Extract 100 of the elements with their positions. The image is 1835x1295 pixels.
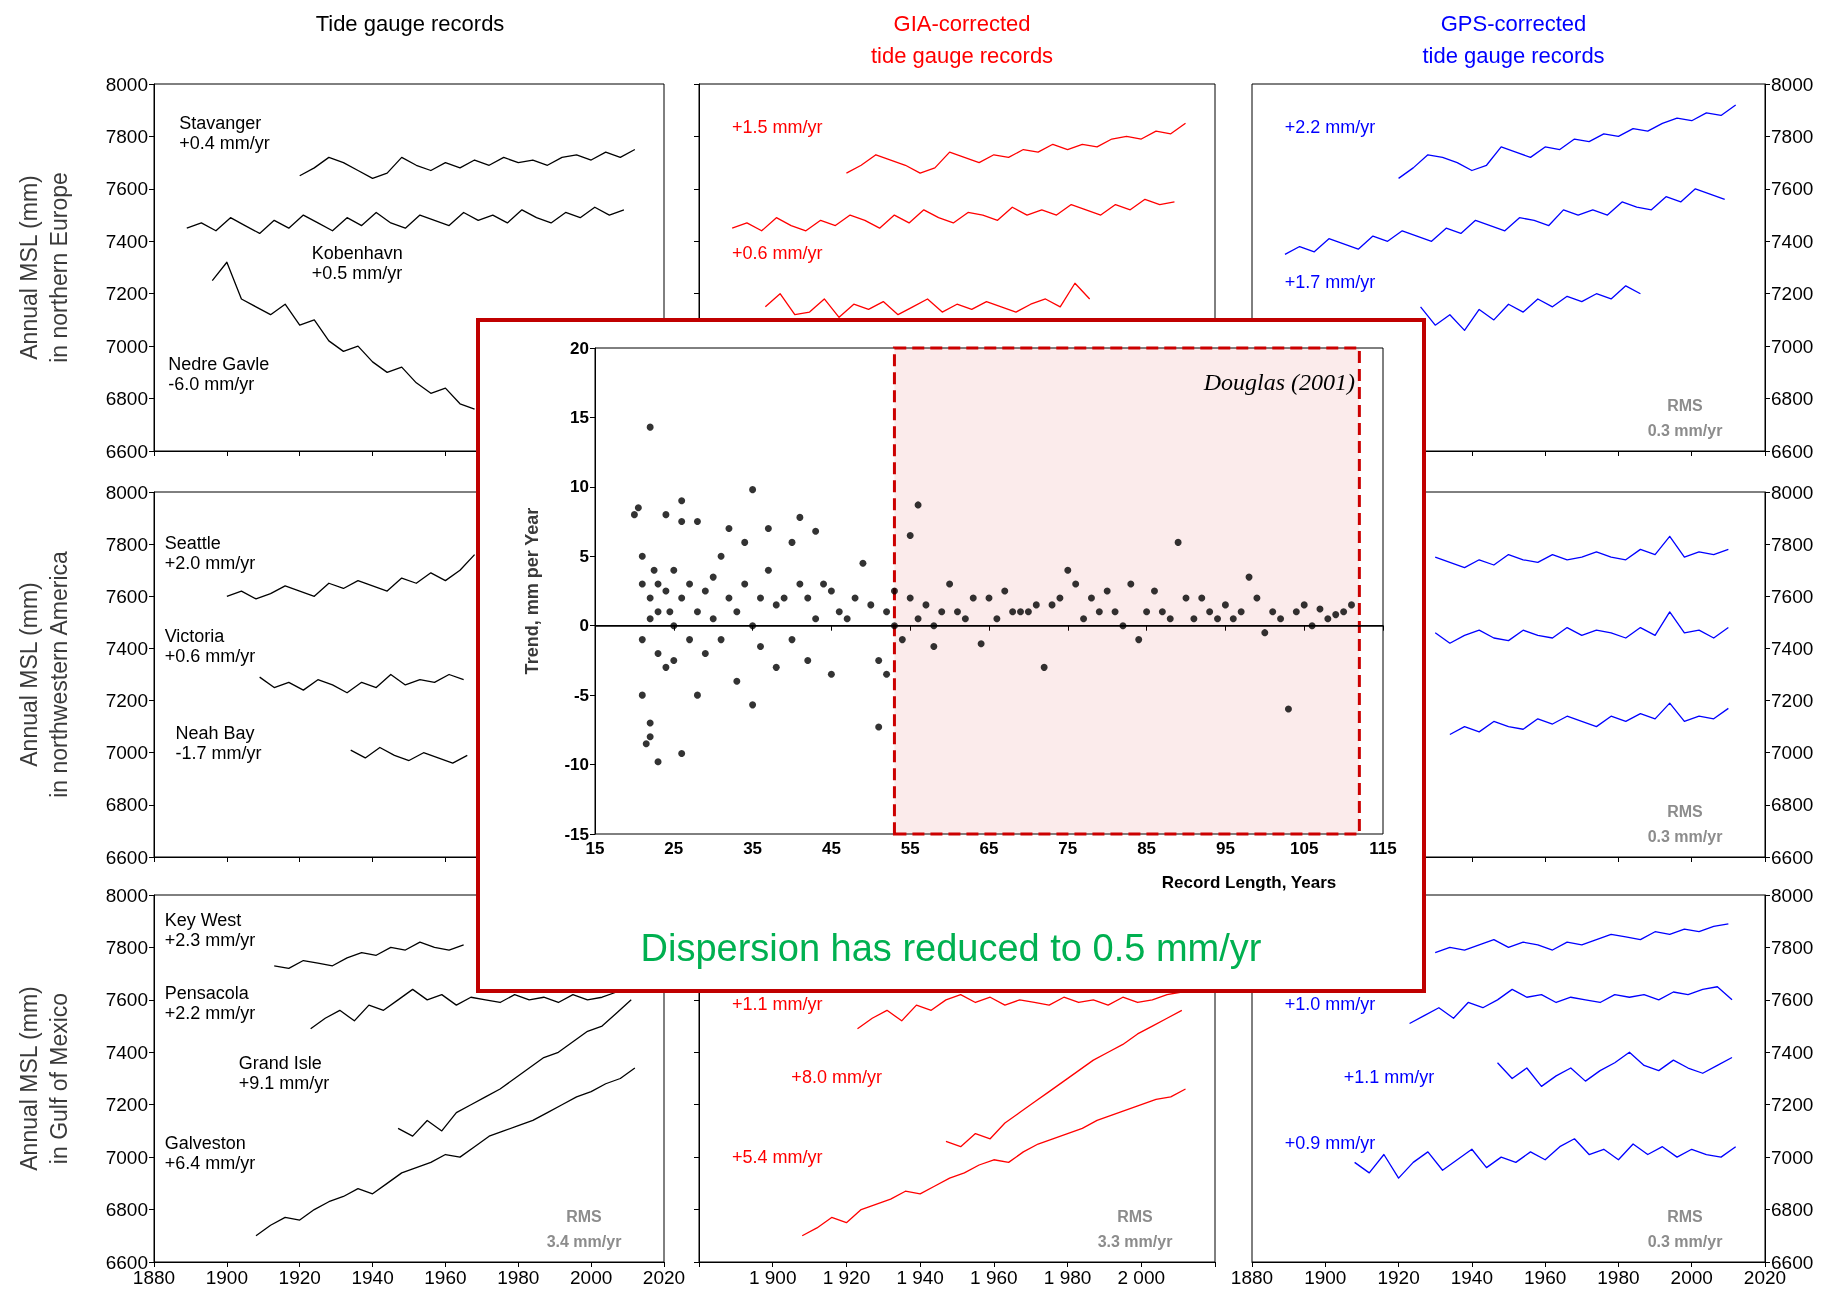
x-tick-label: 1 900: [748, 1267, 797, 1288]
y-tick-label: 7400: [105, 1041, 148, 1063]
annotation: Neah Bay -1.7 mm/yr: [175, 722, 262, 763]
x-tick-label: 1 940: [896, 1267, 944, 1288]
y-tick-label: -10: [564, 755, 589, 775]
annotation: +1.1 mm/yr: [732, 994, 823, 1015]
x-tick-label: 115: [1369, 839, 1397, 858]
annotation: +0.9 mm/yr: [1284, 1132, 1376, 1153]
y-tick-label: -5: [573, 685, 589, 705]
line-series: [397, 999, 632, 1137]
annotation: +5.4 mm/yr: [732, 1147, 823, 1168]
line-series: [273, 941, 465, 970]
y-tick-label: 6600: [1771, 846, 1814, 868]
y-tick-label: 6800: [105, 388, 148, 410]
y-tick-label: 7000: [1771, 1146, 1814, 1168]
line-series: [1434, 923, 1730, 954]
chart-title: GIA-corrected tide gauge records: [870, 10, 1054, 68]
x-tick-label: 1980: [497, 1267, 540, 1288]
x-tick-label: 1960: [424, 1267, 467, 1288]
y-tick-label: 7000: [1771, 742, 1814, 764]
y-tick-label: 6800: [1771, 388, 1814, 410]
y-tick-label: 7600: [1771, 178, 1814, 200]
annotation: Galveston +6.4 mm/yr: [164, 1132, 256, 1173]
y-tick-label: 6800: [1771, 794, 1814, 816]
y-tick-label: 7600: [1771, 585, 1814, 607]
y-tick-label: 8000: [1771, 481, 1814, 503]
x-tick-label: 2000: [570, 1267, 613, 1288]
x-tick-label: 2020: [642, 1267, 686, 1288]
x-tick-label: 1 980: [1043, 1267, 1092, 1288]
y-tick-label: 7000: [105, 742, 148, 764]
x-axis-title: Record Length, Years: [1161, 873, 1337, 892]
x-tick-label: 1 920: [822, 1267, 871, 1288]
annotation: RMS 0.3 mm/yr: [1647, 803, 1723, 845]
line-series: [1496, 1051, 1733, 1088]
y-tick-label: 7400: [1771, 1041, 1814, 1063]
y-tick-label: 6800: [105, 794, 148, 816]
annotation: Grand Isle +9.1 mm/yr: [238, 1053, 330, 1094]
annotation: Pensacola +2.2 mm/yr: [164, 983, 256, 1024]
annotation: Kobenhavn +0.5 mm/yr: [311, 243, 403, 284]
line-series: [1408, 986, 1733, 1025]
y-tick-label: 7400: [105, 230, 148, 252]
y-axis-title: Annual MSL (mm) in northern Europe: [16, 172, 72, 363]
y-tick-label: 7800: [1771, 125, 1814, 147]
y-tick-label: 7200: [105, 283, 148, 305]
annotation: RMS 3.4 mm/yr: [546, 1208, 622, 1250]
x-tick-label: 35: [743, 839, 763, 858]
line-series: [258, 673, 465, 694]
x-tick-label: 105: [1290, 839, 1319, 858]
chart-title: GPS-corrected tide gauge records: [1422, 10, 1605, 68]
line-series: [299, 148, 636, 180]
y-tick-label: 7800: [105, 936, 148, 958]
y-tick-label: 6600: [105, 440, 148, 462]
y-tick-label: 6600: [105, 846, 148, 868]
y-tick-label: 8000: [1771, 884, 1814, 906]
y-tick-label: 8000: [105, 481, 148, 503]
y-tick-label: 6800: [105, 1199, 148, 1221]
annotation: Victoria +0.6 mm/yr: [164, 625, 256, 666]
y-tick-label: 6800: [1771, 1199, 1814, 1221]
y-tick-label: 7400: [105, 637, 148, 659]
y-tick-label: 7600: [1771, 989, 1814, 1011]
annotation: +1.7 mm/yr: [1284, 271, 1376, 292]
x-tick-label: 1920: [1377, 1267, 1420, 1288]
y-tick-label: 5: [579, 546, 589, 566]
y-tick-label: 7800: [1771, 533, 1814, 555]
y-tick-label: 7000: [105, 1146, 148, 1168]
y-tick-label: 20: [570, 338, 589, 358]
annotation: RMS 0.3 mm/yr: [1647, 1208, 1723, 1250]
y-axis-title: Annual MSL (mm) in Gulf of Mexico: [16, 986, 72, 1171]
annotation: +8.0 mm/yr: [791, 1067, 882, 1088]
y-tick-label: 7600: [105, 989, 148, 1011]
x-tick-label: 55: [900, 839, 920, 858]
annotation: Key West +2.3 mm/yr: [164, 910, 256, 951]
x-tick-label: 1900: [1304, 1267, 1347, 1288]
y-tick-label: 15: [570, 407, 589, 427]
y-tick-label: 8000: [1771, 73, 1814, 95]
x-tick-label: 85: [1137, 839, 1157, 858]
x-tick-label: 2000: [1670, 1267, 1713, 1288]
y-tick-label: 7800: [105, 125, 148, 147]
y-tick-label: 7400: [1771, 230, 1814, 252]
annotation: +0.6 mm/yr: [732, 243, 823, 264]
y-tick-label: 7800: [105, 533, 148, 555]
x-tick-label: 45: [821, 839, 841, 858]
x-tick-label: 2 000: [1117, 1267, 1166, 1288]
annotation: +1.5 mm/yr: [732, 116, 823, 137]
annotation: Seattle +2.0 mm/yr: [164, 532, 256, 573]
x-tick-label: 1960: [1524, 1267, 1567, 1288]
annotation: RMS 0.3 mm/yr: [1647, 397, 1723, 439]
y-tick-label: 0: [579, 616, 589, 636]
x-tick-label: 1940: [351, 1267, 394, 1288]
annotation: Dispersion has reduced to 0.5 mm/yr: [640, 927, 1262, 969]
line-series: [1434, 611, 1730, 644]
line-series: [1397, 104, 1737, 180]
y-tick-label: 6600: [1771, 440, 1814, 462]
y-tick-label: 7400: [1771, 637, 1814, 659]
y-tick-label: 7600: [105, 178, 148, 200]
y-axis-title: Trend, mm per Year: [522, 507, 542, 675]
annotation: Nedre Gavle -6.0 mm/yr: [168, 353, 270, 394]
y-tick-label: 10: [570, 477, 589, 497]
x-tick-label: 1940: [1450, 1267, 1493, 1288]
annotation: RMS 3.3 mm/yr: [1097, 1208, 1173, 1250]
